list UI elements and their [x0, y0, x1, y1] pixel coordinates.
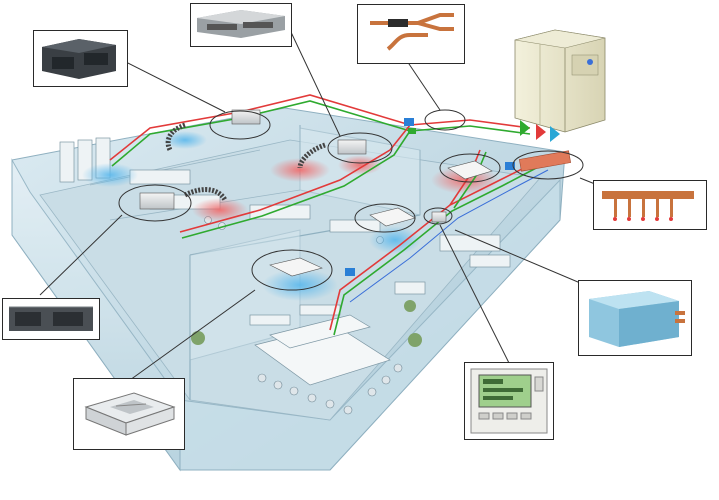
furniture — [59, 137, 511, 386]
ducted-unit-slim-callout — [190, 3, 292, 47]
airflow-warm — [192, 155, 499, 222]
wired-remote-controller-icon — [470, 368, 548, 434]
refnet-joint-callout — [357, 4, 465, 64]
wall-unit-callout — [2, 298, 100, 340]
ceiling-ducted-unit-icon — [589, 291, 685, 347]
magnifier-circles — [118, 109, 584, 291]
cassette-unit-callout — [73, 378, 185, 450]
ducted-indoor-unit-icon — [42, 39, 116, 79]
concealed-ceiling-unit-icon — [9, 306, 93, 331]
refnet-header-icon — [602, 191, 694, 221]
plants — [191, 300, 422, 347]
outdoor-unit — [514, 29, 606, 142]
ducted-unit-large-callout — [33, 30, 128, 87]
slim-ducted-indoor-unit-icon — [197, 10, 285, 38]
refnet-joint-icon — [370, 13, 454, 51]
ceiling-ducted-unit-callout — [578, 280, 692, 356]
ceiling-cassette-unit-icon — [84, 392, 176, 436]
remote-controller-callout — [464, 362, 554, 440]
indoor-units — [139, 109, 493, 277]
refnet-header-callout — [593, 180, 707, 230]
refnet-markers — [345, 118, 572, 276]
